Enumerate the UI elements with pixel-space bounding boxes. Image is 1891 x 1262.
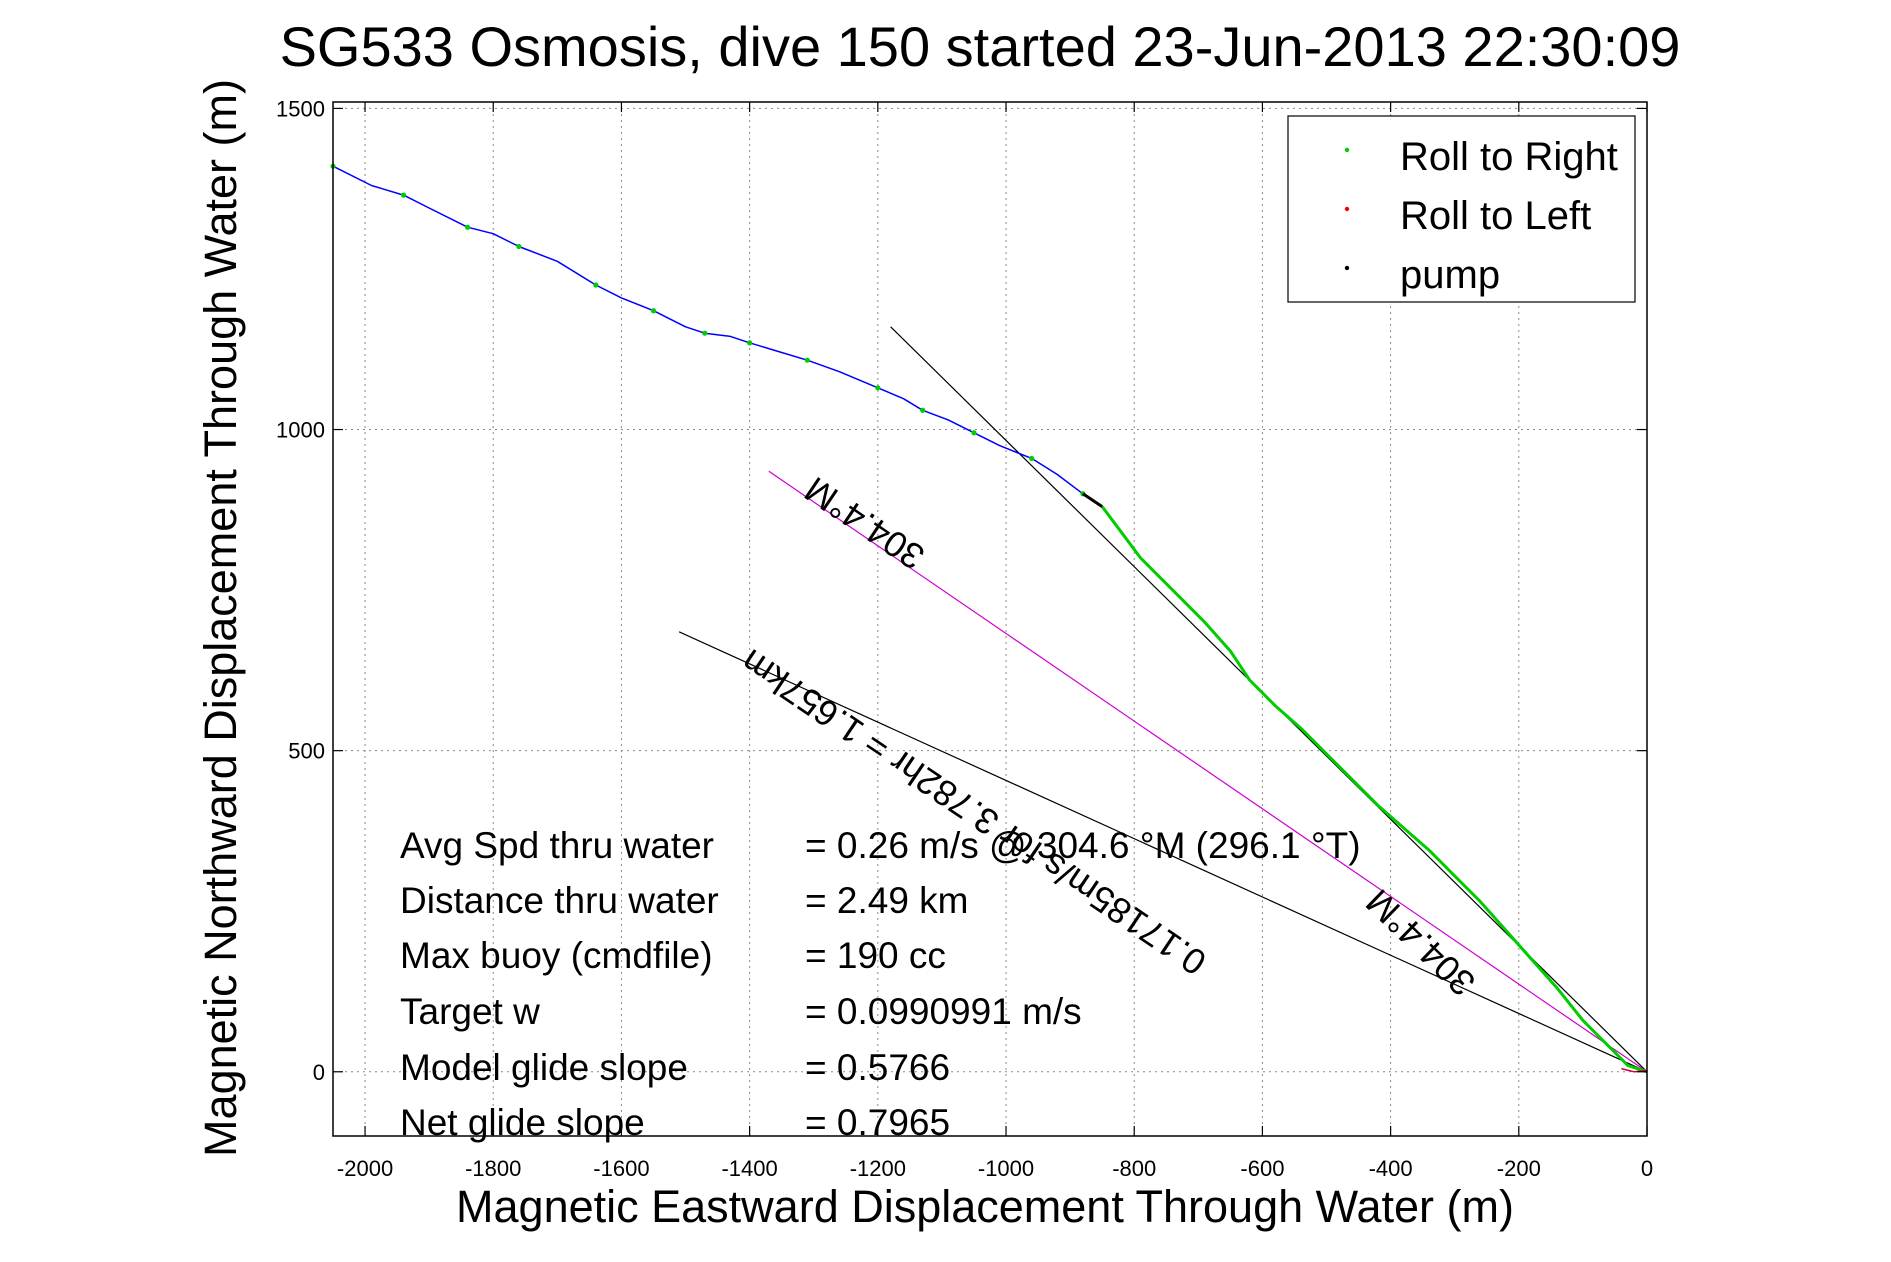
legend-label-pump: pump [1400,253,1500,297]
roll-right-marker [971,430,977,436]
x-tick-label: 0 [1641,1156,1653,1181]
stat-label: Max buoy (cmdfile) [400,935,713,976]
legend-marker-roll-right [1344,147,1350,153]
stats-block: Avg Spd thru water = 0.26 m/s @ 304.6 °M… [400,825,1361,1143]
legend-marker-roll-left [1344,206,1350,212]
roll-right-marker [1029,455,1035,462]
roll-right-marker [465,224,471,230]
y-tick-label: 0 [313,1060,325,1085]
roll-right-marker [516,243,522,250]
stat-value: = 2.49 km [805,880,969,921]
x-tick-label: -2000 [337,1156,393,1181]
stat-label: Avg Spd thru water [400,825,714,866]
stat-value: = 0.5766 [805,1047,950,1088]
legend-marker-pump [1344,265,1350,271]
x-tick-label: -1800 [465,1156,521,1181]
x-tick-label: -200 [1497,1156,1541,1181]
annotation-label: 304.4°M [1358,881,1483,1004]
roll-right-marker [804,357,810,363]
roll-right-marker [702,330,708,336]
x-tick-label: -1600 [593,1156,649,1181]
reference-line [768,470,1648,1073]
y-axis-label: Magnetic Northward Displacement Through … [195,79,246,1157]
annotations: 304.4°M 0.17185m/s for 3.782hr = 1.657km 3… [733,469,1483,1004]
stat-value: = 0.0990991 m/s [805,991,1082,1032]
series-line [1100,505,1648,1074]
series-line [1621,1067,1648,1073]
stat-label: Target w [400,991,540,1032]
y-tick-label: 500 [288,739,325,764]
stat-value: = 0.26 m/s @ 304.6 °M (296.1 °T) [805,825,1361,866]
reference-line [678,631,1648,1073]
roll-right-marker [400,192,407,198]
annotation-label: 0.17185m/s for 3.782hr = 1.657km [733,641,1213,983]
series-lines [332,165,1648,1074]
stat-label: Net glide slope [400,1102,645,1143]
roll-right-marker [747,340,753,346]
x-tick-label: -1400 [721,1156,777,1181]
stat-value: = 0.7965 [805,1102,950,1143]
axis-ticks: -2000 -1800 -1600 -1400 -1200 -1000 -800 -600 -4… [276,96,1653,1181]
roll-right-marker [593,282,599,288]
legend-label-roll-left: Roll to Left [1400,194,1591,238]
legend: Roll to Right Roll to Left pump [1287,115,1636,303]
pump-marker [1082,492,1104,508]
annotation-label: 304.4°M [797,469,931,578]
axes-frame [332,101,1648,1137]
roll-right-marker [920,407,926,413]
stat-value: = 190 cc [805,935,946,976]
chart-title: SG533 Osmosis, dive 150 started 23-Jun-2… [280,15,1681,78]
roll-markers [330,163,1104,508]
x-axis-label: Magnetic Eastward Displacement Through W… [456,1181,1514,1232]
stat-label: Distance thru water [400,880,719,921]
stat-label: Model glide slope [400,1047,688,1088]
roll-right-marker [650,308,657,314]
x-tick-label: -1200 [850,1156,906,1181]
series-line [332,165,1103,508]
x-tick-label: -800 [1112,1156,1156,1181]
legend-label-roll-right: Roll to Right [1400,135,1618,179]
x-tick-label: -600 [1240,1156,1284,1181]
x-tick-label: -1000 [978,1156,1034,1181]
roll-right-marker [875,385,881,391]
y-tick-label: 1000 [276,418,325,443]
y-tick-label: 1500 [276,96,325,121]
x-tick-label: -400 [1369,1156,1413,1181]
